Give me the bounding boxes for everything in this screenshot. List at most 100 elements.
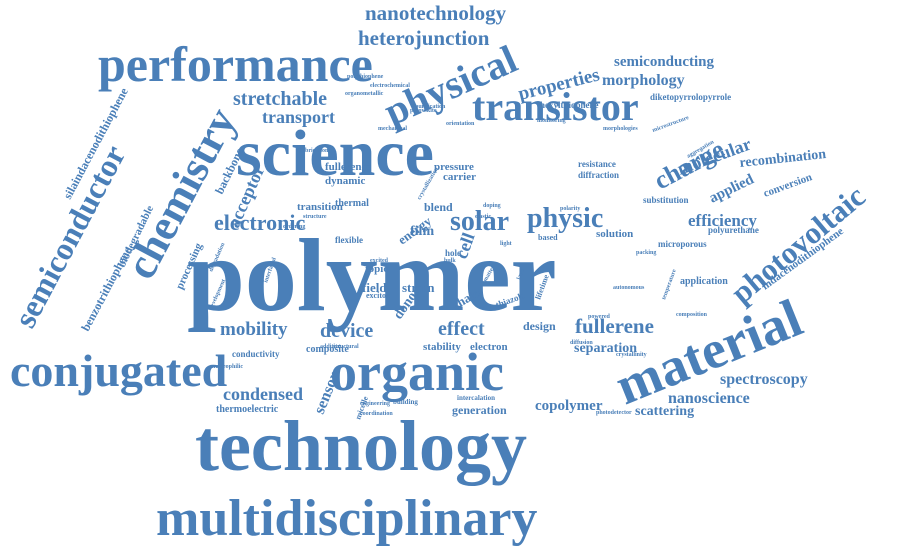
word: copolymer	[535, 398, 603, 414]
word: stretchable	[233, 88, 327, 110]
word: transistor	[472, 84, 639, 129]
word: exciton	[366, 291, 391, 300]
word: blend	[424, 200, 453, 214]
word: engineering	[360, 401, 390, 407]
word: elastic	[475, 214, 491, 220]
word: scattering	[635, 404, 694, 419]
word: polarity	[560, 206, 580, 212]
word: flexible	[335, 235, 363, 245]
word: perovskite	[410, 108, 437, 114]
word-cloud-words: nanotechnology heterojunction performanc…	[6, 1, 871, 547]
word: morphology	[602, 72, 685, 89]
word: pressure	[434, 161, 474, 173]
word: applied	[707, 171, 757, 207]
word: photodetector	[596, 410, 632, 416]
word: excited	[370, 258, 389, 264]
word: semiconducting	[614, 54, 715, 70]
word: packing	[636, 250, 656, 256]
word: ordering	[283, 224, 305, 230]
word: crystallinity	[616, 352, 647, 358]
word: nanoscience	[668, 390, 750, 407]
word: semiconductor	[6, 139, 132, 333]
word: conversion	[762, 171, 814, 200]
word: performance	[98, 36, 373, 92]
word: fullerenes	[325, 161, 371, 173]
word: electron	[470, 341, 508, 353]
word: spectroscopy	[720, 371, 808, 388]
word: substitution	[643, 195, 689, 205]
word: generation	[452, 403, 507, 417]
word: structural	[333, 344, 359, 350]
word: photovoltaic	[724, 178, 872, 310]
word: light	[500, 241, 512, 247]
word: intercalation	[457, 394, 495, 402]
word: mechanical	[378, 126, 407, 132]
word: temperature	[661, 268, 678, 300]
word: application	[680, 276, 728, 287]
word: polymer	[187, 218, 557, 333]
word: thermoelectric	[216, 404, 279, 415]
word: autonomous	[613, 285, 645, 291]
word: structure	[303, 214, 327, 220]
word: separation	[574, 341, 637, 356]
word: electrochemical	[370, 83, 410, 89]
word: stability	[423, 341, 461, 353]
word: multidisciplinary	[156, 490, 537, 547]
word: building	[393, 398, 418, 406]
word: composition	[676, 312, 708, 318]
word: design	[523, 319, 556, 333]
word: based	[538, 233, 558, 242]
word: diketopyrrolopyrrole	[650, 92, 731, 102]
word: condensed	[223, 384, 303, 404]
word: thermal	[335, 198, 369, 209]
word: orientation	[446, 121, 475, 127]
word: electronic	[214, 210, 305, 235]
word: physic	[527, 203, 603, 234]
word: resistance	[578, 159, 616, 169]
word: morphologies	[603, 126, 638, 132]
word: fullerene	[575, 314, 654, 338]
word: microporous	[658, 239, 707, 249]
word: conjugated	[10, 345, 228, 396]
word: dynamic	[325, 175, 365, 187]
word: powered	[588, 314, 611, 320]
word: diffusion	[570, 340, 593, 346]
word: solution	[596, 228, 633, 240]
word: nucleophilic	[212, 364, 243, 370]
word: strain	[402, 280, 435, 295]
word: bulk	[444, 258, 456, 264]
word: topic	[365, 263, 388, 275]
word: efficiency	[688, 211, 757, 230]
word: monitoring	[537, 118, 566, 124]
word: hexylthiophene	[540, 100, 599, 110]
word: nanotechnology	[365, 1, 507, 25]
word: science	[236, 117, 434, 190]
word: technology	[195, 406, 527, 486]
word: microstructure	[652, 115, 690, 134]
word: device	[320, 320, 373, 342]
word: diffraction	[578, 170, 619, 180]
word: hole	[445, 248, 461, 258]
word: polythiophene	[347, 74, 384, 80]
word: carrier	[443, 171, 476, 183]
word: field	[362, 280, 387, 295]
word: additive	[320, 344, 341, 350]
word: film	[410, 224, 434, 239]
word: composite	[306, 344, 349, 355]
word: doping	[483, 203, 501, 209]
word: transport	[262, 107, 335, 127]
word: conductivity	[232, 349, 280, 359]
word: heterojunction	[358, 26, 490, 50]
word: purification	[415, 104, 446, 110]
word: layer	[516, 266, 526, 281]
word: organometallic	[345, 91, 384, 97]
word: transition	[297, 201, 343, 213]
word: organic	[330, 342, 504, 402]
word: effect	[438, 318, 485, 340]
word: mobility	[220, 319, 288, 340]
word: coordination	[360, 411, 393, 417]
word: polyurethane	[708, 225, 759, 235]
word: fabrication	[300, 148, 329, 154]
word: solar	[450, 206, 509, 237]
